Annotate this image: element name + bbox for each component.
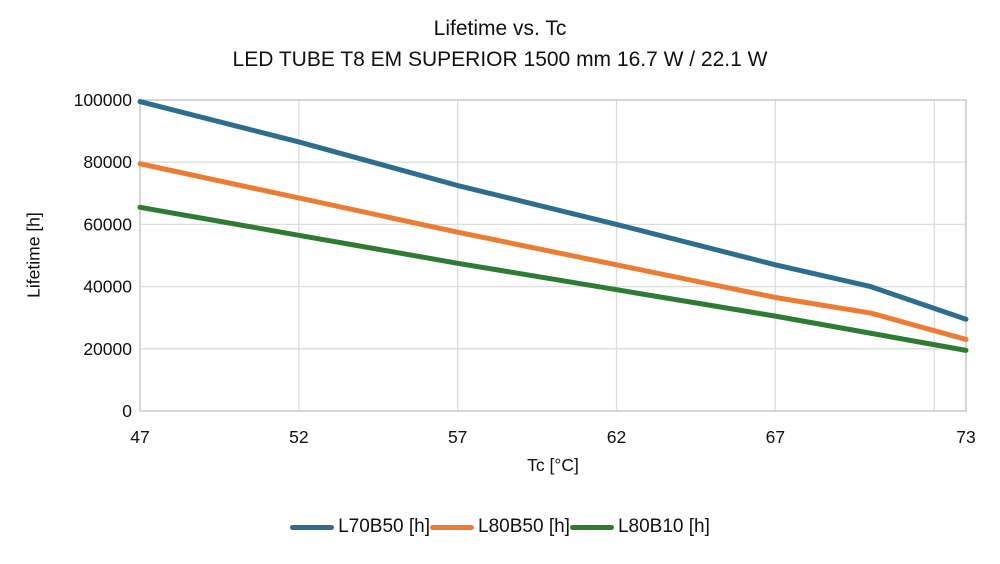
y-tick-label: 40000: [83, 277, 132, 297]
legend-item: L80B10 [h]: [569, 516, 710, 538]
y-tick-label: 0: [122, 401, 132, 421]
x-tick-label: 62: [607, 427, 626, 447]
legend-item: L80B50 [h]: [430, 516, 570, 538]
legend-item: L70B50 [h]: [290, 516, 430, 538]
y-tick-label: 60000: [83, 214, 132, 234]
legend-label: L70B50 [h]: [338, 516, 431, 537]
x-tick-label: 52: [289, 427, 308, 447]
legend-swatch-icon: [430, 524, 475, 530]
x-tick-label: 57: [448, 427, 467, 447]
legend-label: L80B10 [h]: [617, 516, 710, 537]
legend-swatch-icon: [290, 524, 335, 530]
x-tick-label: 67: [766, 427, 785, 447]
x-tick-label: 47: [130, 427, 149, 447]
legend-label: L80B50 [h]: [478, 516, 570, 537]
series-line-l80b10: [137, 204, 969, 353]
series-line-l70b50: [137, 99, 969, 322]
chart-title: Lifetime vs. Tc: [433, 17, 567, 40]
legend-swatch-icon: [569, 524, 614, 530]
y-tick-label: 20000: [83, 339, 132, 359]
series-line-l80b50: [137, 161, 969, 342]
chart-subtitle: LED TUBE T8 EM SUPERIOR 1500 mm 16.7 W /…: [232, 48, 768, 71]
legend: L70B50 [h] L80B50 [h] L80B10 [h]: [0, 516, 1000, 538]
x-axis-label: Tc [°C]: [527, 455, 579, 475]
plot-border: [139, 99, 967, 412]
y-tick-label: 80000: [83, 152, 132, 172]
y-tick-label: 100000: [74, 90, 133, 110]
x-tick-label: 73: [956, 427, 975, 447]
